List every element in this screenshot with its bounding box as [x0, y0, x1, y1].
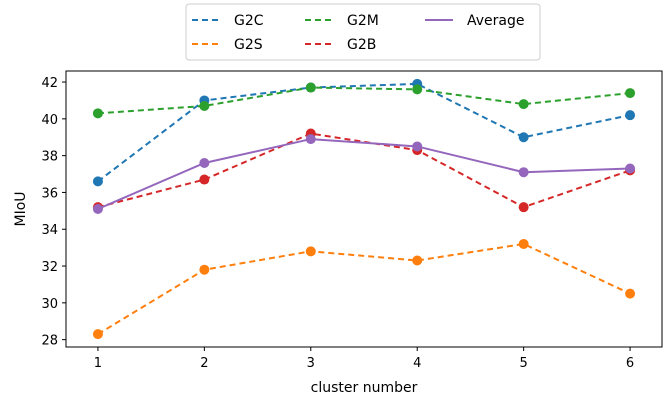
legend: G2C G2S G2M G2B Average — [185, 3, 541, 61]
data-point-g2c — [518, 132, 529, 143]
y-tick-label: 36 — [41, 186, 58, 201]
plot-area-frame — [65, 70, 663, 348]
series-g2m — [92, 82, 636, 119]
data-point-g2s — [199, 264, 210, 275]
data-point-g2m — [305, 82, 316, 93]
series-line-g2b — [97, 132, 631, 209]
y-tick-label: 42 — [41, 76, 58, 91]
data-point-g2c — [625, 110, 636, 121]
data-point-g2m — [518, 99, 529, 110]
y-tick-label: 32 — [41, 260, 58, 275]
legend-label: G2C — [234, 13, 264, 29]
legend-item-g2m: G2M — [305, 13, 379, 29]
x-axis-ticks: 1 2 3 4 5 6 — [94, 347, 634, 371]
data-point-g2m — [92, 108, 103, 119]
x-tick-label: 5 — [520, 356, 528, 371]
series-average — [92, 134, 636, 214]
data-point-average — [412, 141, 423, 152]
x-tick-label: 3 — [307, 356, 315, 371]
data-point-g2b — [518, 202, 529, 213]
series-line-average — [97, 138, 631, 210]
legend-item-g2c: G2C — [192, 13, 264, 29]
data-point-average — [518, 167, 529, 178]
data-point-g2m — [412, 84, 423, 95]
legend-label: Average — [467, 13, 525, 29]
data-point-g2s — [92, 329, 103, 340]
y-axis-label: MIoU — [13, 191, 29, 226]
x-tick-label: 6 — [626, 356, 634, 371]
x-tick-label: 4 — [413, 356, 421, 371]
y-tick-label: 40 — [41, 113, 58, 128]
legend-item-g2s: G2S — [192, 37, 263, 53]
legend-label: G2M — [347, 13, 379, 29]
data-point-g2s — [518, 238, 529, 249]
data-point-average — [305, 134, 316, 145]
legend-item-g2b: G2B — [305, 37, 376, 53]
legend-item-average: Average — [425, 13, 525, 29]
y-tick-label: 30 — [41, 297, 58, 312]
legend-label: G2B — [347, 37, 376, 53]
data-point-g2m — [199, 100, 210, 111]
legend-label: G2S — [234, 37, 263, 53]
data-point-g2s — [625, 288, 636, 299]
data-point-average — [199, 158, 210, 168]
legend-box — [185, 3, 541, 61]
y-tick-label: 28 — [41, 334, 58, 349]
data-point-g2s — [412, 255, 423, 266]
series-line-g2c — [97, 82, 631, 183]
series-g2s — [92, 238, 636, 340]
data-point-average — [625, 163, 636, 174]
data-point-g2c — [92, 176, 103, 187]
x-axis-label: cluster number — [311, 380, 418, 396]
y-tick-label: 38 — [41, 150, 58, 165]
series-line-g2s — [97, 242, 631, 335]
y-tick-label: 34 — [41, 223, 58, 238]
x-tick-label: 1 — [94, 356, 102, 371]
data-point-g2s — [305, 246, 316, 257]
x-tick-label: 2 — [200, 356, 208, 371]
data-point-g2m — [625, 88, 636, 99]
data-point-average — [92, 204, 103, 214]
series-layer — [92, 78, 636, 340]
series-line-g2m — [97, 86, 631, 115]
y-axis-ticks: 28 30 32 34 36 38 40 42 — [41, 76, 66, 349]
data-point-g2b — [199, 174, 210, 185]
